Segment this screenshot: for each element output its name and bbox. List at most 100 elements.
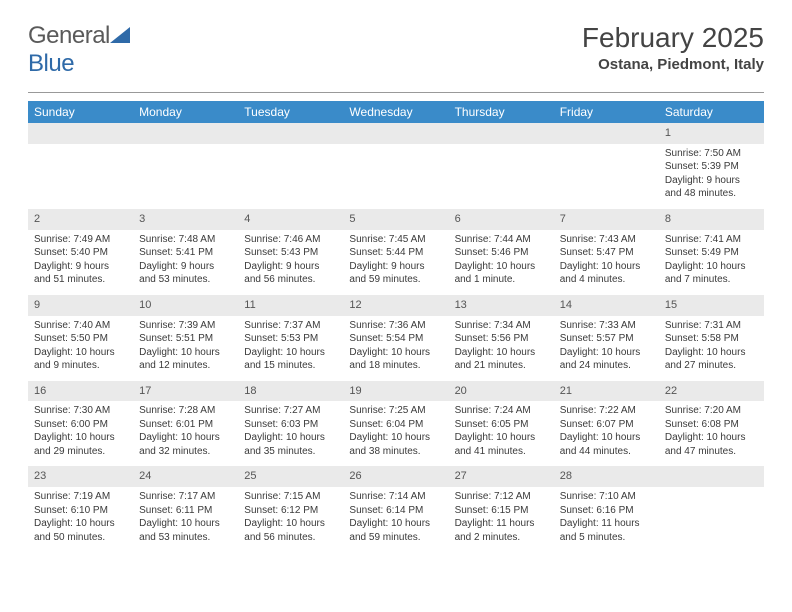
calendar-cell: 25Sunrise: 7:15 AMSunset: 6:12 PMDayligh… (238, 466, 343, 552)
calendar-cell (238, 123, 343, 209)
calendar-cell: 15Sunrise: 7:31 AMSunset: 5:58 PMDayligh… (659, 295, 764, 381)
detail-line: and 27 minutes. (665, 359, 758, 373)
cell-details: Sunrise: 7:34 AMSunset: 5:56 PMDaylight:… (449, 316, 554, 381)
detail-line: Sunset: 6:14 PM (349, 504, 442, 518)
cell-details: Sunrise: 7:40 AMSunset: 5:50 PMDaylight:… (28, 316, 133, 381)
cell-details: Sunrise: 7:37 AMSunset: 5:53 PMDaylight:… (238, 316, 343, 381)
calendar-table: SundayMondayTuesdayWednesdayThursdayFrid… (28, 101, 764, 552)
calendar-cell: 2Sunrise: 7:49 AMSunset: 5:40 PMDaylight… (28, 209, 133, 295)
detail-line: Daylight: 10 hours (560, 346, 653, 360)
calendar-cell: 24Sunrise: 7:17 AMSunset: 6:11 PMDayligh… (133, 466, 238, 552)
detail-line: Sunset: 6:05 PM (455, 418, 548, 432)
calendar-cell: 12Sunrise: 7:36 AMSunset: 5:54 PMDayligh… (343, 295, 448, 381)
detail-line: and 35 minutes. (244, 445, 337, 459)
detail-line: and 1 minute. (455, 273, 548, 287)
detail-line: Sunset: 5:39 PM (665, 160, 758, 174)
detail-line: and 51 minutes. (34, 273, 127, 287)
detail-line: and 47 minutes. (665, 445, 758, 459)
detail-line: Sunset: 5:47 PM (560, 246, 653, 260)
date-number: 8 (659, 209, 764, 230)
detail-line: Daylight: 10 hours (34, 431, 127, 445)
detail-line: Sunrise: 7:43 AM (560, 233, 653, 247)
calendar-cell: 8Sunrise: 7:41 AMSunset: 5:49 PMDaylight… (659, 209, 764, 295)
detail-line: Sunrise: 7:25 AM (349, 404, 442, 418)
cell-details: Sunrise: 7:12 AMSunset: 6:15 PMDaylight:… (449, 487, 554, 552)
detail-line: Sunrise: 7:15 AM (244, 490, 337, 504)
date-number: 26 (343, 466, 448, 487)
detail-line: Sunset: 6:15 PM (455, 504, 548, 518)
cell-details: Sunrise: 7:24 AMSunset: 6:05 PMDaylight:… (449, 401, 554, 466)
date-number: 24 (133, 466, 238, 487)
calendar-cell: 7Sunrise: 7:43 AMSunset: 5:47 PMDaylight… (554, 209, 659, 295)
calendar-week-row: 16Sunrise: 7:30 AMSunset: 6:00 PMDayligh… (28, 381, 764, 467)
cell-details: Sunrise: 7:10 AMSunset: 6:16 PMDaylight:… (554, 487, 659, 552)
detail-line: and 38 minutes. (349, 445, 442, 459)
brand-part2: Blue (28, 50, 74, 77)
brand-text: GeneralBlue (28, 22, 130, 78)
date-number: 3 (133, 209, 238, 230)
calendar-cell: 1Sunrise: 7:50 AMSunset: 5:39 PMDaylight… (659, 123, 764, 209)
detail-line: Sunset: 5:56 PM (455, 332, 548, 346)
date-number (238, 123, 343, 144)
date-number (659, 466, 764, 487)
calendar-cell (133, 123, 238, 209)
detail-line: Sunset: 6:04 PM (349, 418, 442, 432)
cell-details: Sunrise: 7:48 AMSunset: 5:41 PMDaylight:… (133, 230, 238, 295)
detail-line: Daylight: 10 hours (139, 346, 232, 360)
detail-line: Sunrise: 7:10 AM (560, 490, 653, 504)
day-header: Wednesday (343, 101, 448, 123)
date-number: 22 (659, 381, 764, 402)
cell-details: Sunrise: 7:17 AMSunset: 6:11 PMDaylight:… (133, 487, 238, 552)
detail-line: and 56 minutes. (244, 531, 337, 545)
calendar-cell: 4Sunrise: 7:46 AMSunset: 5:43 PMDaylight… (238, 209, 343, 295)
location-label: Ostana, Piedmont, Italy (582, 56, 764, 73)
detail-line: Sunset: 6:11 PM (139, 504, 232, 518)
cell-details: Sunrise: 7:20 AMSunset: 6:08 PMDaylight:… (659, 401, 764, 466)
detail-line: Sunset: 6:01 PM (139, 418, 232, 432)
cell-details (659, 487, 764, 549)
cell-details: Sunrise: 7:28 AMSunset: 6:01 PMDaylight:… (133, 401, 238, 466)
detail-line: Daylight: 10 hours (665, 260, 758, 274)
detail-line: Sunrise: 7:40 AM (34, 319, 127, 333)
date-number: 27 (449, 466, 554, 487)
date-number: 16 (28, 381, 133, 402)
title-block: February 2025 Ostana, Piedmont, Italy (582, 22, 764, 73)
date-number: 20 (449, 381, 554, 402)
detail-line: Sunrise: 7:48 AM (139, 233, 232, 247)
calendar-week-row: 23Sunrise: 7:19 AMSunset: 6:10 PMDayligh… (28, 466, 764, 552)
detail-line: and 18 minutes. (349, 359, 442, 373)
calendar-cell: 17Sunrise: 7:28 AMSunset: 6:01 PMDayligh… (133, 381, 238, 467)
day-header: Tuesday (238, 101, 343, 123)
cell-details: Sunrise: 7:33 AMSunset: 5:57 PMDaylight:… (554, 316, 659, 381)
cell-details: Sunrise: 7:14 AMSunset: 6:14 PMDaylight:… (343, 487, 448, 552)
cell-details: Sunrise: 7:31 AMSunset: 5:58 PMDaylight:… (659, 316, 764, 381)
calendar-cell: 10Sunrise: 7:39 AMSunset: 5:51 PMDayligh… (133, 295, 238, 381)
calendar-cell: 9Sunrise: 7:40 AMSunset: 5:50 PMDaylight… (28, 295, 133, 381)
detail-line: Daylight: 11 hours (560, 517, 653, 531)
calendar-cell: 28Sunrise: 7:10 AMSunset: 6:16 PMDayligh… (554, 466, 659, 552)
cell-details (238, 144, 343, 206)
date-number: 21 (554, 381, 659, 402)
date-number: 11 (238, 295, 343, 316)
detail-line: Daylight: 9 hours (349, 260, 442, 274)
detail-line: Daylight: 10 hours (455, 431, 548, 445)
date-number: 9 (28, 295, 133, 316)
cell-details (449, 144, 554, 206)
cell-details (554, 144, 659, 206)
date-number: 13 (449, 295, 554, 316)
brand-logo: GeneralBlue (28, 22, 130, 78)
detail-line: Daylight: 10 hours (349, 517, 442, 531)
date-number (554, 123, 659, 144)
detail-line: Sunrise: 7:20 AM (665, 404, 758, 418)
detail-line: and 5 minutes. (560, 531, 653, 545)
cell-details: Sunrise: 7:50 AMSunset: 5:39 PMDaylight:… (659, 144, 764, 209)
cell-details: Sunrise: 7:46 AMSunset: 5:43 PMDaylight:… (238, 230, 343, 295)
calendar-cell: 11Sunrise: 7:37 AMSunset: 5:53 PMDayligh… (238, 295, 343, 381)
month-title: February 2025 (582, 22, 764, 54)
detail-line: and 32 minutes. (139, 445, 232, 459)
detail-line: Sunset: 5:51 PM (139, 332, 232, 346)
calendar-week-row: 9Sunrise: 7:40 AMSunset: 5:50 PMDaylight… (28, 295, 764, 381)
cell-details: Sunrise: 7:49 AMSunset: 5:40 PMDaylight:… (28, 230, 133, 295)
calendar-cell: 6Sunrise: 7:44 AMSunset: 5:46 PMDaylight… (449, 209, 554, 295)
date-number: 7 (554, 209, 659, 230)
